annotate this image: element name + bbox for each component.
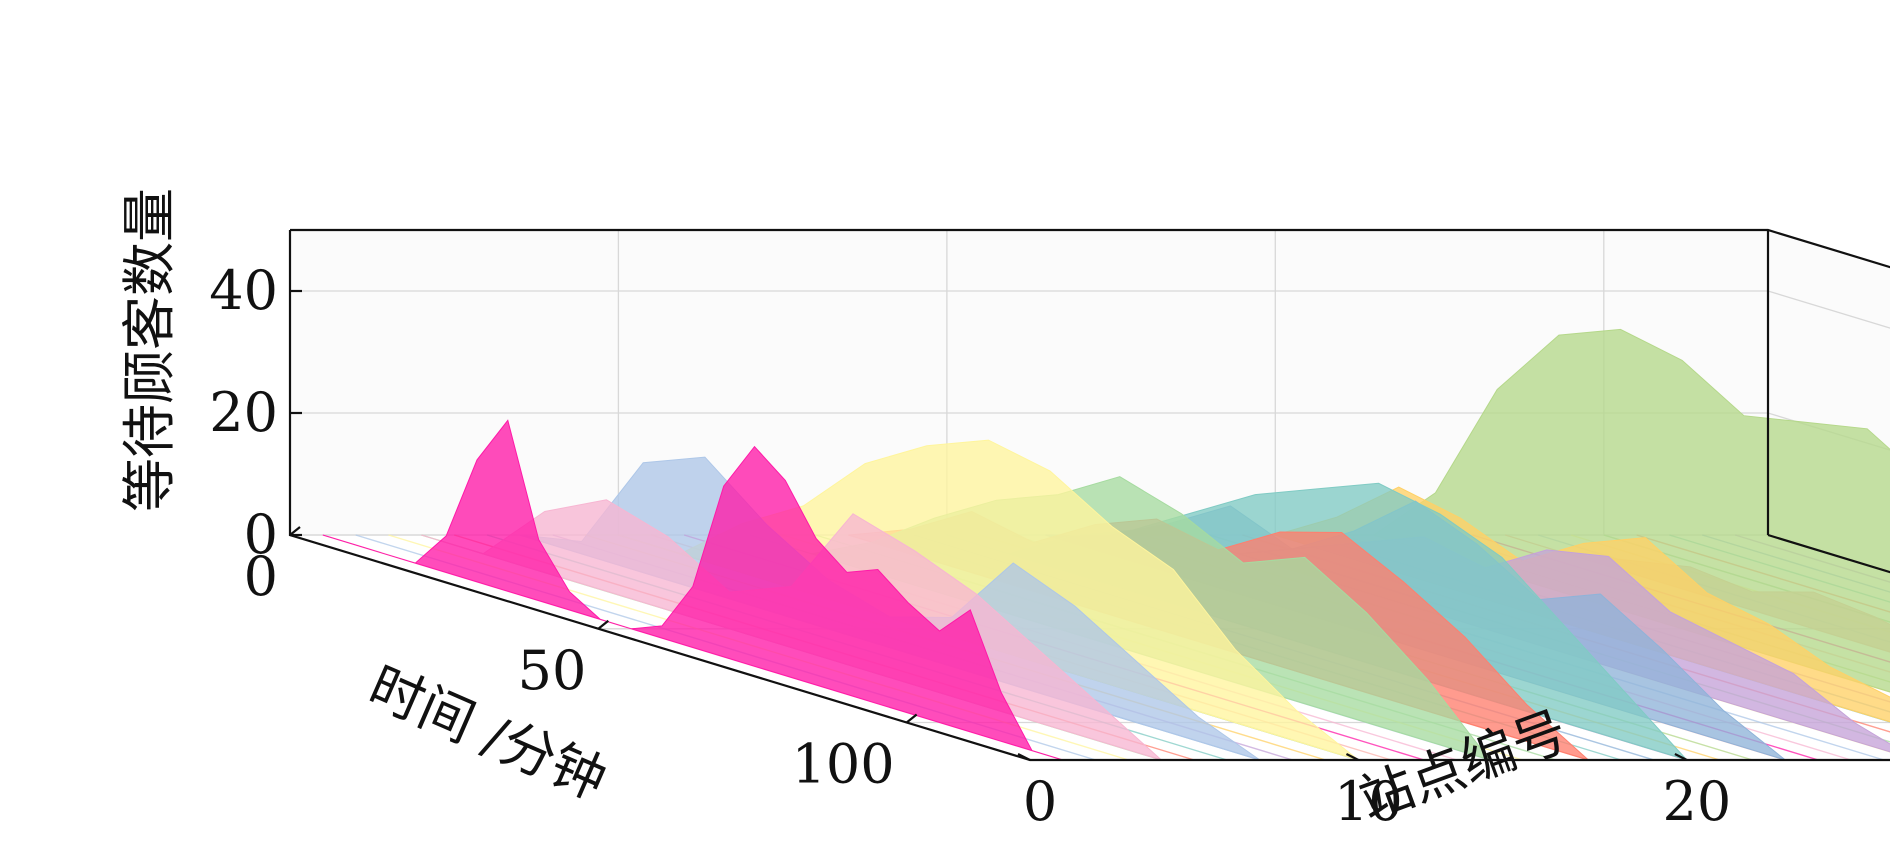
z-axis-title: 等待顾客数量 [118, 188, 181, 512]
back-wall-left [290, 230, 1768, 535]
x-tick-label: 50 [518, 639, 587, 702]
frame-top [290, 228, 1890, 269]
tick-labels: 02040050100010203040 [209, 259, 1732, 833]
y-tick [1674, 753, 1688, 761]
axis-frame [288, 228, 1890, 762]
y-tick-label: 20 [1663, 770, 1732, 833]
y-tick-label: 0 [1023, 770, 1057, 833]
x-tick [597, 619, 610, 630]
x-tick-label: 0 [244, 545, 278, 608]
y-tick [1017, 753, 1031, 761]
z-tick-label: 0 [244, 503, 278, 566]
x-tick [289, 526, 301, 536]
z-tick-label: 20 [209, 381, 278, 444]
y-tick-label: 10 [1334, 770, 1403, 833]
z-tick-label: 40 [209, 259, 278, 322]
series-layer [322, 328, 1890, 762]
x-tick-label: 100 [792, 733, 895, 796]
x-tick [905, 713, 918, 724]
y-tick [1345, 753, 1359, 761]
